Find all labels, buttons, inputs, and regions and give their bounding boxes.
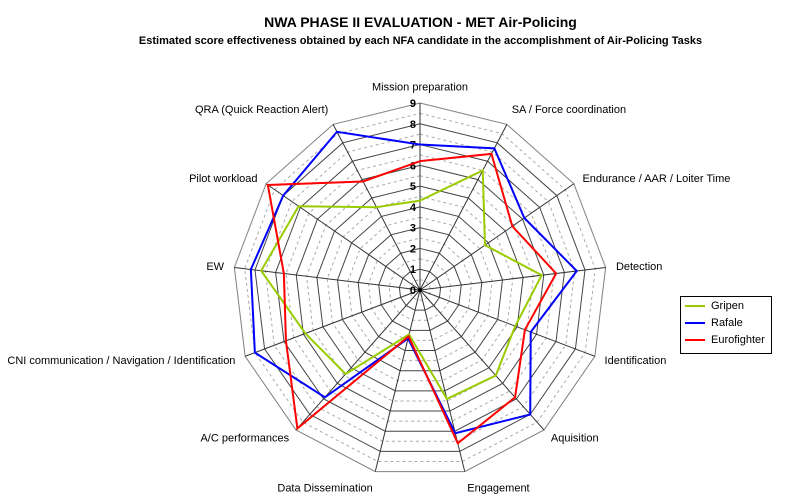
axis-spoke: [419, 124, 508, 291]
axis-label: Detection: [616, 261, 662, 273]
axis-spoke: [419, 289, 545, 431]
legend-label: Gripen: [711, 299, 745, 312]
tick-label: 8: [410, 119, 416, 131]
tick-label: 4: [410, 202, 417, 214]
tick-label: 5: [410, 181, 416, 193]
axis-spoke: [374, 289, 421, 472]
axis-spoke: [419, 183, 575, 291]
axis-label: Mission preparation: [372, 82, 468, 94]
grid-ring: [295, 164, 545, 412]
series-eurofighter: [266, 152, 558, 445]
axis-spoke: [244, 289, 421, 357]
legend-item: Eurofighter: [681, 331, 771, 348]
grid-ring: [275, 144, 565, 432]
legend-swatch: [685, 304, 705, 307]
series-gripen: [259, 168, 544, 401]
grid-ring: [388, 258, 452, 321]
legend-swatch: [685, 321, 705, 324]
tick-label: 0: [410, 285, 416, 297]
center-point: [418, 288, 422, 292]
axis-label: Data Dissemination: [277, 483, 372, 495]
legend: Gripen Rafale Eurofighter: [680, 296, 772, 354]
grid-ring: [357, 227, 483, 352]
tick-label: 1: [410, 264, 416, 276]
chart-title: NWA PHASE II EVALUATION - MET Air-Polici…: [264, 14, 577, 30]
axis-label: CNI communication / Navigation / Identif…: [7, 355, 235, 367]
axis-spoke: [234, 266, 421, 291]
grid-ring: [285, 154, 555, 422]
legend-swatch: [685, 338, 705, 341]
grid-ring: [316, 185, 524, 392]
legend-label: Rafale: [711, 316, 743, 329]
axis-spoke: [265, 183, 421, 291]
axis-label: Aquisition: [551, 433, 599, 445]
grid-ring: [409, 279, 431, 301]
tick-label: 9: [410, 98, 416, 110]
tick-label: 3: [410, 223, 416, 235]
axis-label: Endurance / AAR / Loiter Time: [582, 173, 730, 185]
legend-item: Gripen: [681, 297, 771, 314]
axis-label: Engagement: [467, 483, 529, 495]
grid-ring: [306, 175, 534, 402]
grid-ring: [233, 102, 607, 473]
axis-label: EW: [206, 261, 224, 273]
axis-spoke: [419, 289, 596, 357]
legend-item: Rafale: [681, 314, 771, 331]
tick-label: 6: [410, 160, 416, 172]
legend-label: Eurofighter: [711, 333, 765, 346]
axis-spoke: [295, 289, 421, 431]
axis-label: A/C performances: [200, 433, 289, 445]
axis-label: SA / Force coordination: [512, 104, 626, 116]
axis-label: Pilot workload: [189, 173, 257, 185]
tick-label: 7: [410, 140, 416, 152]
grid-ring: [326, 195, 514, 382]
tick-label: 2: [410, 243, 416, 255]
chart-subtitle: Estimated score effectiveness obtained b…: [138, 35, 703, 47]
axis-label: QRA (Quick Reaction Alert): [195, 104, 328, 116]
grid-ring: [398, 268, 442, 311]
axis-spoke: [419, 266, 606, 291]
grid-ring: [378, 247, 462, 331]
axis-label: Identification: [605, 355, 667, 367]
